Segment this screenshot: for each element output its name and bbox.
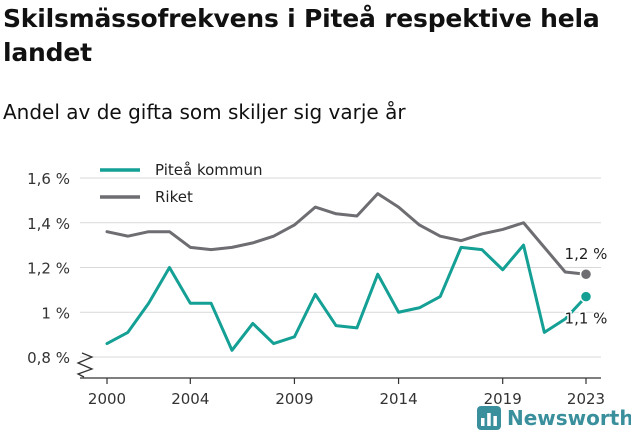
chart-subtitle: Andel av de gifta som skiljer sig varje … xyxy=(3,100,406,124)
end-value-label: 1,1 % xyxy=(565,310,608,328)
y-tick-label: 1 % xyxy=(41,304,70,322)
legend-label: Piteå kommun xyxy=(155,161,263,179)
x-axis-ticks: 2000 2004 2009 2014 2019 2023 xyxy=(88,378,605,408)
x-tick-label: 2014 xyxy=(379,390,417,408)
series-end-point xyxy=(579,267,593,281)
legend: Piteå kommun Riket xyxy=(100,161,263,206)
series-end-point xyxy=(579,290,593,303)
newsworthy-logo: Newsworthy xyxy=(477,406,631,430)
x-axis xyxy=(76,352,601,379)
legend-label: Riket xyxy=(155,188,193,206)
end-labels: 1,1 % 1,2 % xyxy=(563,244,609,329)
x-tick-label: 2004 xyxy=(171,390,209,408)
y-tick-label: 1,6 % xyxy=(27,170,70,188)
y-tick-label: 1,2 % xyxy=(27,260,70,278)
x-tick-label: 2000 xyxy=(88,390,126,408)
x-tick-label: 2019 xyxy=(484,390,522,408)
y-axis-ticks: 0,8 % 1 % 1,2 % 1,4 % 1,6 % xyxy=(27,170,70,367)
series-line-riket xyxy=(105,192,588,276)
series-lines xyxy=(105,192,593,352)
chart-title: Skilsmässofrekvens i Piteå respektive he… xyxy=(3,4,600,67)
series-line-pitea xyxy=(105,243,588,352)
axis-break-icon xyxy=(76,352,94,378)
gridlines xyxy=(80,177,601,358)
x-tick-label: 2023 xyxy=(567,390,605,408)
x-tick-label: 2009 xyxy=(275,390,313,408)
newsworthy-logo-text: Newsworthy xyxy=(507,406,631,430)
y-tick-label: 1,4 % xyxy=(27,215,70,233)
end-value-label: 1,2 % xyxy=(565,245,608,263)
y-tick-label: 0,8 % xyxy=(27,349,70,367)
newsworthy-logo-icon xyxy=(477,406,501,430)
